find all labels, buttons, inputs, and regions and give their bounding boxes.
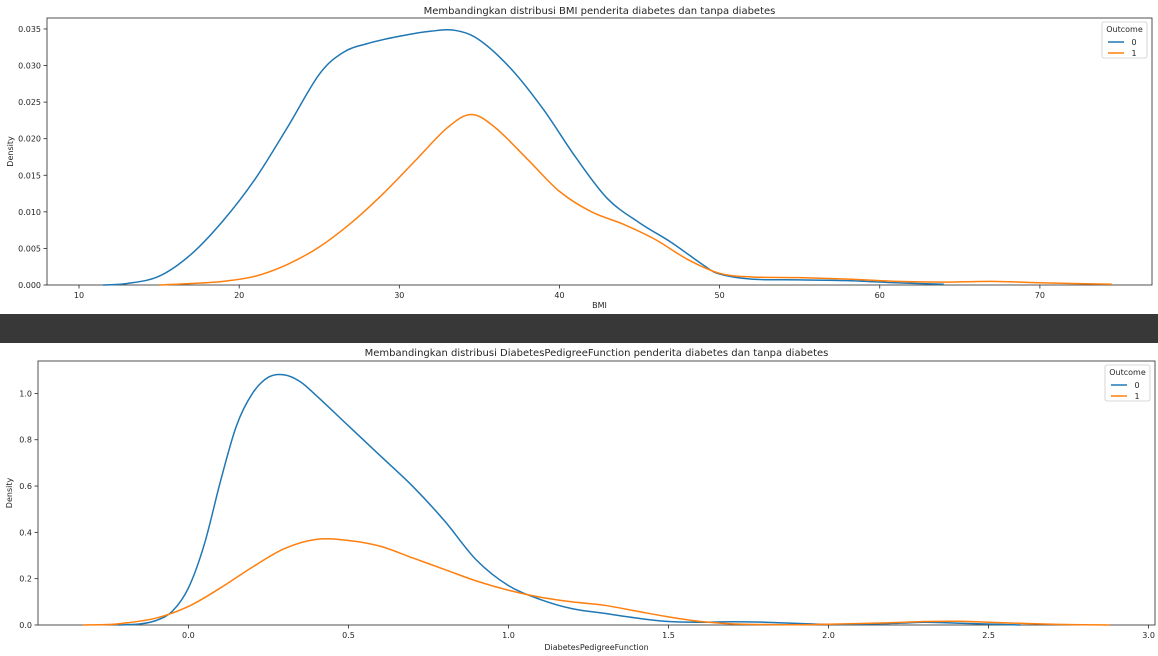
chart-2-x-tick-label: 2.0 (822, 631, 835, 640)
chart-1-legend: Outcome 0 1 (1101, 21, 1148, 59)
chart-1-x-tick-label: 40 (554, 291, 564, 300)
dpf-density-chart: Membandingkan distribusi DiabetesPedigre… (5, 348, 1156, 652)
chart-2-legend-title: Outcome (1109, 368, 1146, 377)
chart-2-x-axis-label: DiabetesPedigreeFunction (544, 643, 648, 652)
bmi-density-chart: Membandingkan distribusi BMI penderita d… (6, 6, 1153, 310)
chart-1-x-axis-label: BMI (592, 301, 607, 310)
chart-2-y-tick-label: 0.6 (19, 482, 32, 491)
chart-1-x-tick-label: 20 (234, 291, 244, 300)
chart-2-series-line-1 (82, 538, 1111, 626)
chart-1-legend-label-0: 0 (1131, 38, 1136, 47)
chart-1-x-tick-label: 50 (715, 291, 725, 300)
chart-1-x-tick-label: 30 (394, 291, 404, 300)
chart-1-legend-title: Outcome (1106, 25, 1143, 34)
chart-2-x-tick-label: 0.5 (342, 631, 355, 640)
chart-1-y-tick-label: 0.035 (18, 25, 41, 34)
chart-1-y-axis-label: Density (6, 136, 15, 167)
chart-2-axes-frame (37, 360, 1156, 626)
output-cell-divider (0, 314, 1158, 343)
chart-1-y-tick-label: 0.010 (18, 208, 41, 217)
chart-1-y-tick-label: 0.015 (18, 171, 41, 180)
chart-2-title: Membandingkan distribusi DiabetesPedigre… (365, 348, 829, 359)
chart-2-y-tick-label: 0.2 (19, 575, 32, 584)
chart-1-legend-label-1: 1 (1131, 49, 1136, 58)
chart-1-series-line-0 (103, 29, 944, 286)
chart-2-legend-label-0: 0 (1134, 381, 1139, 390)
chart-2-x-tick-label: 1.0 (502, 631, 515, 640)
chart-1-y-tick-label: 0.030 (18, 62, 41, 71)
chart-1-title: Membandingkan distribusi BMI penderita d… (424, 6, 776, 17)
chart-2-legend-label-1: 1 (1134, 392, 1139, 401)
chart-2-x-tick-label: 0.0 (182, 631, 195, 640)
chart-2-legend: Outcome 0 1 (1104, 364, 1151, 402)
chart-2-y-tick-label: 0.4 (19, 528, 32, 537)
dpf-chart-panel: Membandingkan distribusi DiabetesPedigre… (0, 343, 1158, 656)
chart-2-y-tick-label: 0.8 (19, 436, 32, 445)
chart-1-y-tick-label: 0.025 (18, 98, 41, 107)
chart-1-y-tick-label: 0.005 (18, 244, 41, 253)
chart-2-y-axis-label: Density (5, 478, 14, 509)
chart-1-axes-frame (46, 17, 1153, 286)
chart-1-y-tick-label: 0.000 (18, 281, 41, 290)
chart-1-series-line-1 (159, 113, 1112, 286)
chart-2-y-tick-label: 1.0 (19, 389, 32, 398)
chart-2-x-tick-label: 3.0 (1142, 631, 1155, 640)
chart-2-y-tick-label: 0.0 (19, 621, 32, 630)
bmi-chart-panel: Membandingkan distribusi BMI penderita d… (0, 0, 1158, 314)
chart-2-x-tick-label: 2.5 (982, 631, 995, 640)
chart-1-x-tick-label: 10 (74, 291, 84, 300)
chart-1-x-tick-label: 60 (875, 291, 885, 300)
chart-2-x-tick-label: 1.5 (662, 631, 675, 640)
chart-2-series-line-0 (117, 373, 1021, 626)
chart-1-y-tick-label: 0.020 (18, 135, 41, 144)
chart-1-x-tick-label: 70 (1035, 291, 1045, 300)
